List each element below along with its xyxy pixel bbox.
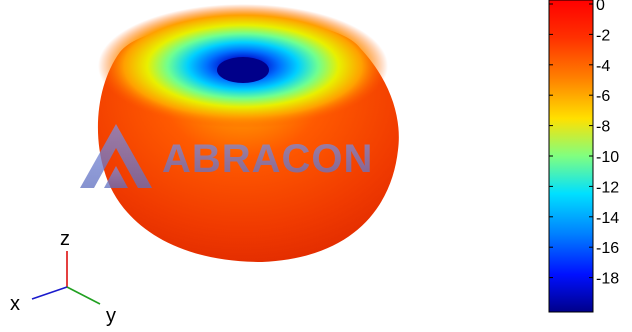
colorbar-tick-label: -16 (596, 240, 619, 257)
colorbar-tick-label: -4 (596, 58, 610, 75)
x-axis-line (31, 286, 68, 300)
colorbar-tick-label: -10 (596, 149, 619, 166)
y-axis-label: y (106, 305, 116, 327)
x-axis-label: x (10, 293, 20, 315)
axes-triad: z x y (10, 228, 116, 327)
watermark-logo (80, 124, 152, 188)
watermark: ABRACON (80, 124, 373, 188)
y-axis-line (66, 286, 101, 305)
watermark-text: ABRACON (162, 137, 373, 181)
colorbar-tick-label: -14 (596, 210, 619, 227)
pattern-surface (97, 4, 399, 263)
colorbar-tick-label: -18 (596, 271, 619, 288)
colorbar-tick-label: -6 (596, 88, 610, 105)
z-axis-label: z (60, 228, 70, 250)
colorbar: 0 -2 -4 -6 -8 -10 -12 -14 -16 -18 (548, 0, 619, 313)
colorbar-gradient (548, 0, 594, 313)
colorbar-tick-label: -8 (596, 119, 610, 136)
surface-null-hole (217, 57, 269, 83)
colorbar-tick-label: 0 (596, 0, 605, 14)
colorbar-tick-label: -2 (596, 27, 610, 44)
colorbar-tick-label: -12 (596, 179, 619, 196)
watermark-logo-inner (104, 166, 128, 188)
colorbar-ticks: 0 -2 -4 -6 -8 -10 -12 -14 -16 -18 (549, 0, 619, 288)
